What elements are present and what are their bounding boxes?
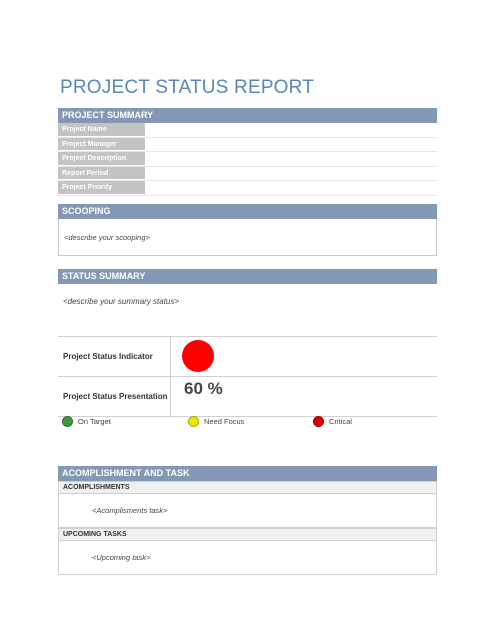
scooping-header: SCOOPING <box>58 204 437 219</box>
yellow-circle-icon <box>188 416 199 427</box>
status-presentation-label: Project Status Presentation <box>58 377 171 416</box>
status-legend: On Target Need Focus Critical <box>62 416 437 428</box>
upcoming-tasks-placeholder: <Upcoming task> <box>92 553 151 562</box>
upcoming-tasks-subheader: UPCOMING TASKS <box>58 528 437 541</box>
status-grid: Project Status Indicator Project Status … <box>58 336 437 417</box>
status-indicator-row: Project Status Indicator <box>58 336 437 376</box>
status-summary-header: STATUS SUMMARY <box>58 269 437 284</box>
summary-row-project-priority: Project Priority <box>58 181 437 196</box>
status-indicator-label: Project Status Indicator <box>58 337 171 376</box>
status-presentation-value: 60 % <box>184 379 223 398</box>
summary-value-field[interactable] <box>145 138 437 152</box>
summary-value-field[interactable] <box>145 152 437 166</box>
summary-label: Project Name <box>58 123 145 137</box>
green-circle-icon <box>62 416 73 427</box>
summary-value-field[interactable] <box>145 167 437 181</box>
scooping-box[interactable]: <describe your scooping> <box>58 219 437 256</box>
legend-label: Critical <box>329 417 352 426</box>
upcoming-tasks-box[interactable]: <Upcoming task> <box>58 541 437 575</box>
status-indicator-cell <box>171 337 437 376</box>
summary-label: Project Manager <box>58 137 145 151</box>
legend-label: Need Focus <box>204 417 245 426</box>
project-summary-header: PROJECT SUMMARY <box>58 108 437 123</box>
page-title: PROJECT STATUS REPORT <box>60 77 315 98</box>
summary-label: Report Period <box>58 166 145 180</box>
accomplishments-subheader: ACOMPLISHMENTS <box>58 481 437 494</box>
accomplishments-box[interactable]: <Acomplisments task> <box>58 494 437 528</box>
summary-value-field[interactable] <box>145 123 437 137</box>
status-summary-placeholder[interactable]: <describe your summary status> <box>63 297 180 306</box>
status-indicator-icon <box>182 340 214 372</box>
summary-row-report-period: Report Period <box>58 166 437 181</box>
scooping-placeholder: <describe your scooping> <box>64 233 150 242</box>
legend-item-need-focus: Need Focus <box>188 416 244 427</box>
red-circle-icon <box>313 416 324 427</box>
project-summary-table: Project Name Project Manager Project Des… <box>58 123 437 196</box>
status-presentation-row: Project Status Presentation 60 % <box>58 376 437 417</box>
accomplishments-placeholder: <Acomplisments task> <box>92 506 168 515</box>
status-presentation-cell: 60 % <box>171 377 437 416</box>
legend-item-on-target: On Target <box>62 416 111 427</box>
summary-label: Project Priority <box>58 181 145 195</box>
legend-item-critical: Critical <box>313 416 352 427</box>
summary-row-project-name: Project Name <box>58 123 437 138</box>
legend-label: On Target <box>78 417 111 426</box>
summary-row-project-description: Project Description <box>58 152 437 167</box>
summary-row-project-manager: Project Manager <box>58 137 437 152</box>
summary-value-field[interactable] <box>145 181 437 195</box>
accomplishment-header: ACOMPLISHMENT AND TASK <box>58 466 437 481</box>
summary-label: Project Description <box>58 152 145 166</box>
